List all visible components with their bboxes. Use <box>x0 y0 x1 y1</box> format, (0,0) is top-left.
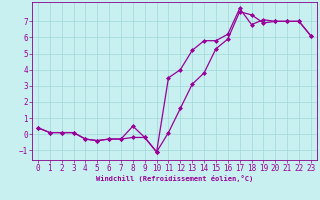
X-axis label: Windchill (Refroidissement éolien,°C): Windchill (Refroidissement éolien,°C) <box>96 175 253 182</box>
